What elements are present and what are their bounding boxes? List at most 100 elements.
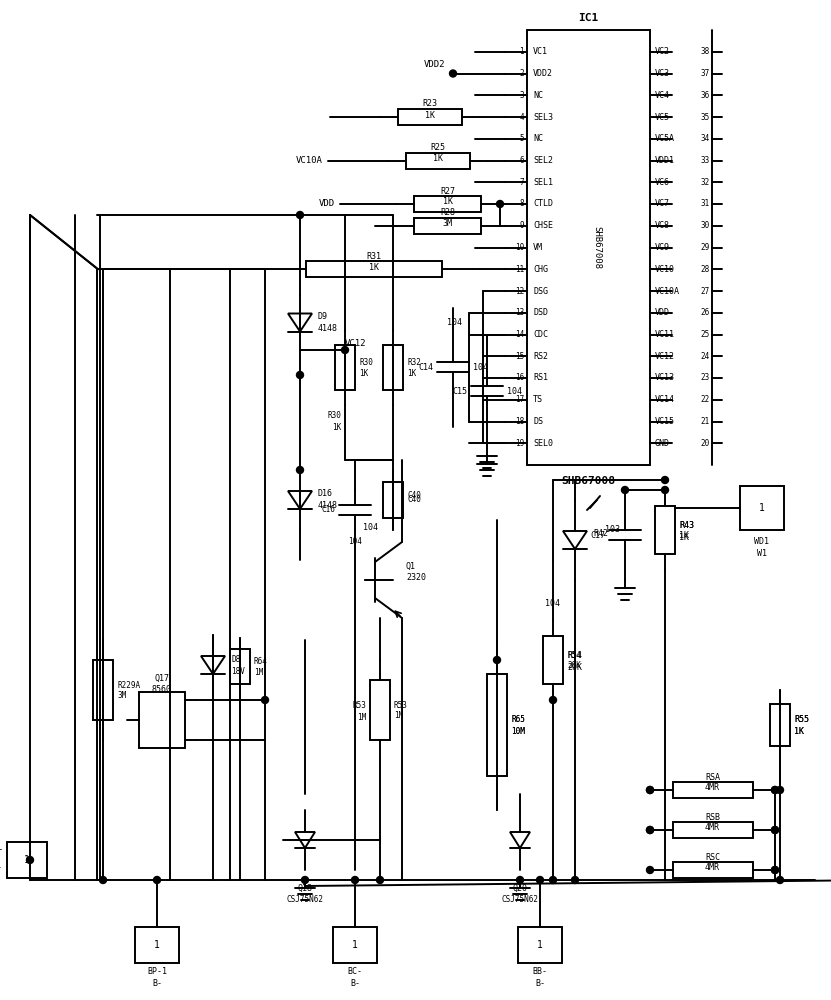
Circle shape bbox=[494, 656, 500, 664]
Text: 1K: 1K bbox=[794, 726, 804, 736]
Text: RS1: RS1 bbox=[533, 373, 548, 382]
Text: 18: 18 bbox=[514, 417, 524, 426]
Bar bbox=[672, 782, 753, 798]
Text: 28: 28 bbox=[701, 265, 710, 274]
Text: VM: VM bbox=[533, 243, 543, 252]
Text: 1K: 1K bbox=[679, 532, 689, 540]
Text: VC10: VC10 bbox=[655, 265, 675, 274]
Text: C17: C17 bbox=[590, 530, 605, 540]
Text: 20K: 20K bbox=[567, 662, 581, 670]
Text: 2320: 2320 bbox=[406, 574, 426, 582]
Circle shape bbox=[342, 347, 348, 354]
Text: NC: NC bbox=[533, 134, 543, 143]
Bar bbox=[518, 927, 562, 963]
Circle shape bbox=[549, 696, 557, 704]
Text: BP+: BP+ bbox=[0, 846, 2, 854]
Text: B-: B- bbox=[152, 978, 162, 988]
Text: 37: 37 bbox=[701, 69, 710, 78]
Text: 18V: 18V bbox=[231, 666, 245, 676]
Text: SEL2: SEL2 bbox=[533, 156, 553, 165]
Text: 104: 104 bbox=[507, 387, 522, 396]
Text: R42: R42 bbox=[593, 530, 608, 538]
Text: SHB67008: SHB67008 bbox=[562, 476, 616, 486]
Circle shape bbox=[771, 866, 779, 874]
Text: R30: R30 bbox=[359, 358, 373, 367]
Circle shape bbox=[537, 876, 543, 884]
Text: C40: C40 bbox=[407, 495, 420, 504]
Text: CSJ75N62: CSJ75N62 bbox=[287, 896, 323, 904]
Text: VC8: VC8 bbox=[655, 221, 670, 230]
Text: 1M: 1M bbox=[356, 712, 366, 722]
Text: C40: C40 bbox=[407, 490, 420, 499]
Text: CDC: CDC bbox=[533, 330, 548, 339]
Text: 1K: 1K bbox=[407, 369, 416, 378]
Text: 104: 104 bbox=[545, 599, 560, 608]
Circle shape bbox=[771, 866, 779, 874]
Circle shape bbox=[771, 826, 779, 834]
Text: R64: R64 bbox=[254, 657, 268, 666]
Text: 104: 104 bbox=[448, 318, 463, 327]
Bar bbox=[770, 704, 790, 746]
Bar bbox=[527, 30, 650, 465]
Bar bbox=[383, 482, 403, 518]
Text: CTLD: CTLD bbox=[533, 200, 553, 209]
Text: VC11: VC11 bbox=[655, 330, 675, 339]
Text: D8: D8 bbox=[231, 654, 240, 664]
Text: R28: R28 bbox=[440, 208, 455, 217]
Text: R25: R25 bbox=[430, 143, 445, 152]
Text: 1K: 1K bbox=[332, 422, 341, 432]
Text: R43: R43 bbox=[679, 520, 694, 530]
Text: CSJ75N62: CSJ75N62 bbox=[501, 896, 538, 904]
Text: Q17: Q17 bbox=[155, 674, 170, 682]
Circle shape bbox=[376, 876, 383, 884]
Bar bbox=[672, 862, 753, 878]
Text: BB-: BB- bbox=[533, 966, 548, 976]
Text: DSD: DSD bbox=[533, 308, 548, 317]
Bar bbox=[383, 345, 403, 390]
Text: Q18: Q18 bbox=[297, 884, 312, 892]
Bar bbox=[139, 692, 185, 748]
Text: VDD: VDD bbox=[655, 308, 670, 317]
Text: VDD2: VDD2 bbox=[533, 69, 553, 78]
Bar bbox=[230, 649, 250, 684]
Text: 32: 32 bbox=[701, 178, 710, 187]
Text: 1K: 1K bbox=[359, 369, 368, 378]
Text: WD1: WD1 bbox=[755, 538, 770, 546]
Text: 1K: 1K bbox=[794, 728, 804, 736]
Text: 1M: 1M bbox=[394, 712, 403, 720]
Text: RSB: RSB bbox=[705, 812, 720, 822]
Text: 104: 104 bbox=[348, 538, 362, 546]
Text: W1: W1 bbox=[757, 550, 767, 558]
Circle shape bbox=[100, 876, 106, 884]
Bar bbox=[672, 822, 753, 838]
Circle shape bbox=[297, 371, 303, 378]
Text: 30: 30 bbox=[701, 221, 710, 230]
Text: R32: R32 bbox=[407, 358, 420, 367]
Bar bbox=[414, 196, 481, 212]
Text: VC10A: VC10A bbox=[296, 156, 323, 165]
Circle shape bbox=[622, 487, 628, 493]
Text: C14: C14 bbox=[418, 363, 433, 372]
Text: 4MR: 4MR bbox=[705, 784, 720, 792]
Text: R65: R65 bbox=[511, 716, 525, 724]
Text: 4MR: 4MR bbox=[705, 824, 720, 832]
Text: R55: R55 bbox=[794, 716, 809, 724]
Text: 10M: 10M bbox=[511, 726, 525, 736]
Text: 34: 34 bbox=[701, 134, 710, 143]
Text: VC15: VC15 bbox=[655, 417, 675, 426]
Circle shape bbox=[647, 826, 653, 834]
Circle shape bbox=[154, 876, 160, 884]
Text: SHB67008: SHB67008 bbox=[592, 226, 601, 269]
Text: 25: 25 bbox=[701, 330, 710, 339]
Bar bbox=[406, 152, 470, 168]
Bar bbox=[7, 842, 47, 878]
Text: DSG: DSG bbox=[533, 286, 548, 296]
Text: R54: R54 bbox=[567, 650, 581, 660]
Circle shape bbox=[302, 876, 308, 884]
Text: 1: 1 bbox=[154, 940, 160, 950]
Text: BC-: BC- bbox=[347, 966, 362, 976]
Text: VC12: VC12 bbox=[345, 340, 366, 349]
Text: 1K: 1K bbox=[425, 110, 435, 119]
Text: 12: 12 bbox=[514, 286, 524, 296]
Text: VC4: VC4 bbox=[655, 91, 670, 100]
